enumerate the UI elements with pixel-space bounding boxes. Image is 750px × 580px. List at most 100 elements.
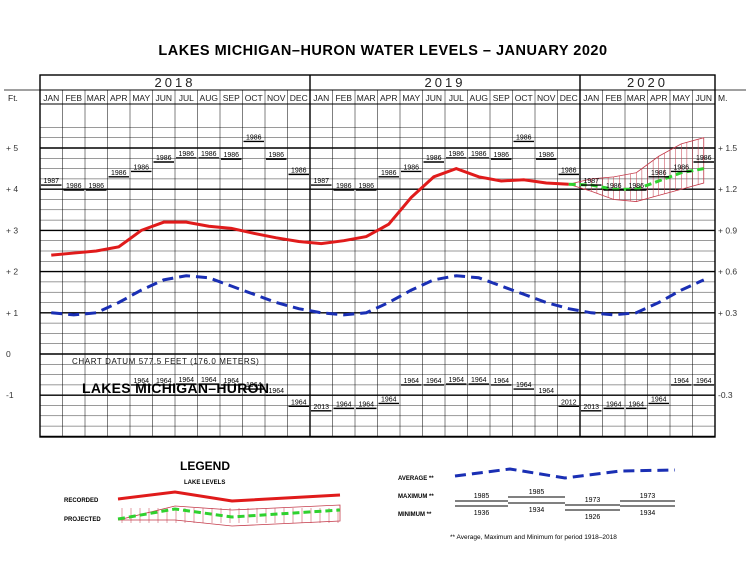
- maximum-mark-year: 1986: [673, 164, 689, 171]
- maximum-mark-year: 1986: [291, 167, 307, 174]
- chart-title: LAKES MICHIGAN–HURON WATER LEVELS – JANU…: [158, 43, 607, 59]
- chart-grid: [4, 74, 746, 438]
- right-axis-label: M.: [718, 93, 727, 103]
- month-label: MAR: [627, 93, 646, 103]
- month-label: AUG: [200, 93, 218, 103]
- month-label: MAR: [357, 93, 376, 103]
- month-label: AUG: [470, 93, 488, 103]
- legend-average-label: AVERAGE **: [398, 476, 434, 482]
- month-label: NOV: [267, 93, 286, 103]
- minimum-mark-year: 1964: [651, 396, 667, 403]
- minimum-mark-year: 1964: [628, 401, 644, 408]
- minimum-mark-year: 1964: [246, 382, 262, 389]
- legend-minimum-year: 1936: [474, 510, 490, 517]
- maximum-mark-year: 1987: [313, 178, 329, 185]
- month-label: APR: [380, 93, 397, 103]
- left-tick-label: + 3: [6, 225, 18, 235]
- maximum-mark-year: 1986: [426, 155, 442, 162]
- maximum-mark-year: 1986: [178, 151, 194, 158]
- maximum-mark-year: 1986: [66, 183, 82, 190]
- left-tick-label: + 4: [6, 184, 18, 194]
- month-label: DEC: [560, 93, 578, 103]
- minimum-mark-year: 1964: [223, 378, 239, 385]
- left-tick-label: + 2: [6, 267, 18, 277]
- left-tick-label: + 5: [6, 143, 18, 153]
- minimum-mark-year: 1964: [673, 378, 689, 385]
- right-tick-label: -0.3: [718, 390, 733, 400]
- minimum-mark-year: 1964: [381, 396, 397, 403]
- minimum-mark-year: 1964: [291, 399, 307, 406]
- maximum-mark-year: 1986: [651, 170, 667, 177]
- legend-footnote: ** Average, Maximum and Minimum for peri…: [450, 534, 617, 541]
- legend-years: 1985 1936 1985 1934 1973 1926 1973 1934: [455, 489, 675, 521]
- minimum-mark-year: 2013: [313, 404, 329, 411]
- projection-range: [567, 137, 705, 202]
- month-label: APR: [650, 93, 667, 103]
- minimum-mark-year: 1964: [606, 401, 622, 408]
- legend-projected-line: [117, 507, 341, 521]
- minimum-mark-year: 1964: [178, 377, 194, 384]
- maximum-mark-year: 1986: [201, 151, 217, 158]
- minimum-mark-year: 1964: [516, 382, 532, 389]
- maximum-mark-year: 1986: [381, 170, 397, 177]
- month-label: MAY: [402, 93, 420, 103]
- month-label: OCT: [515, 93, 533, 103]
- series-average: [51, 274, 705, 317]
- month-label: MAY: [132, 93, 150, 103]
- minimum-mark-year: 1964: [268, 388, 284, 395]
- maximum-mark-year: 1986: [111, 170, 127, 177]
- month-label: APR: [110, 93, 127, 103]
- legend-maximum-year: 1973: [585, 497, 601, 504]
- minimum-mark-year: 1964: [493, 378, 509, 385]
- right-tick-label: + 0.6: [718, 267, 737, 277]
- month-label: FEB: [605, 93, 622, 103]
- legend-maximum-year: 1973: [640, 493, 656, 500]
- month-label: JAN: [313, 93, 329, 103]
- right-tick-label: + 1.5: [718, 143, 737, 153]
- legend-projection-envelope: [117, 504, 341, 527]
- chart-datum-label: CHART DATUM 577.5 FEET (176.0 METERS): [72, 357, 259, 366]
- left-axis-label: Ft.: [8, 93, 18, 103]
- left-tick-label: -1: [6, 390, 14, 400]
- maximum-mark-year: 1987: [43, 178, 59, 185]
- minimum-mark-year: 1964: [538, 388, 554, 395]
- maximum-mark-year: 1986: [336, 183, 352, 190]
- maximum-mark-year: 1986: [606, 183, 622, 190]
- legend-maximum-year: 1985: [474, 493, 490, 500]
- maximum-mark-year: 1986: [561, 167, 577, 174]
- minimum-mark-year: 1964: [471, 377, 487, 384]
- minimum-mark-year: 2013: [583, 404, 599, 411]
- maximum-mark-year: 1987: [583, 178, 599, 185]
- minimum-mark-year: 1964: [426, 378, 442, 385]
- legend-projected-label: PROJECTED: [64, 517, 101, 523]
- legend-minimum-label: MINIMUM **: [398, 512, 432, 518]
- month-label: JAN: [43, 93, 59, 103]
- legend-recorded-line: [117, 490, 341, 503]
- year-label: 2019: [425, 75, 466, 90]
- minimum-mark-year: 1964: [403, 378, 419, 385]
- minimum-mark-year: 1964: [448, 377, 464, 384]
- series-recorded: [51, 167, 569, 257]
- maximum-mark-year: 1986: [628, 183, 644, 190]
- minimum-mark-year: 1964: [201, 377, 217, 384]
- month-label: SEP: [223, 93, 240, 103]
- month-label: DEC: [290, 93, 308, 103]
- month-label: MAR: [87, 93, 106, 103]
- axes: JAN FEB MAR APR MAY JUN JUL AUG SEP OCT NOV DEC JAN F…: [6, 75, 737, 400]
- month-label: JUN: [695, 93, 712, 103]
- legend-maximum-label: MAXIMUM **: [398, 494, 434, 500]
- month-label: JUL: [449, 93, 464, 103]
- maximum-mark-year: 1986: [471, 151, 487, 158]
- minimum-mark-year: 1964: [358, 401, 374, 408]
- maximum-mark-year: 1986: [516, 134, 532, 141]
- legend: LEGEND LAKE LEVELS RECORDED PROJECTED AV…: [64, 459, 676, 541]
- minimum-mark-year: 2012: [561, 399, 577, 406]
- month-label: JUL: [179, 93, 194, 103]
- right-tick-label: + 0.9: [718, 225, 737, 235]
- left-tick-label: 0: [6, 349, 11, 359]
- month-label: JUN: [155, 93, 172, 103]
- legend-minimum-year: 1934: [640, 510, 656, 517]
- legend-average-line: [454, 467, 676, 480]
- legend-title: LEGEND: [180, 459, 230, 473]
